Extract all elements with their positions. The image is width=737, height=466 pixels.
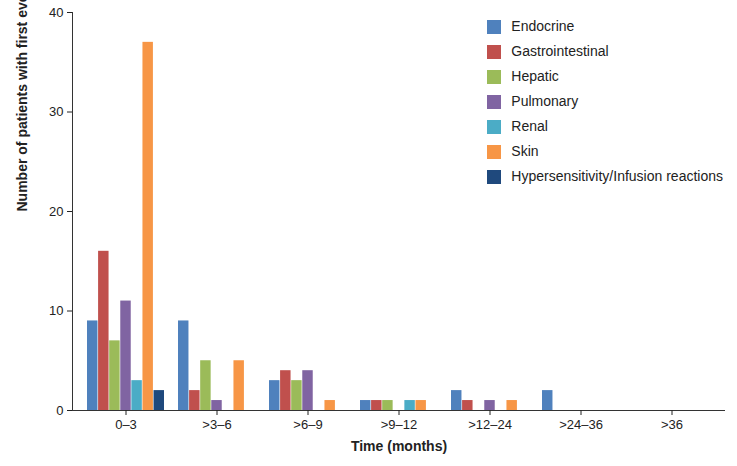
svg-text:>6–9: >6–9: [293, 417, 322, 432]
svg-text:>3–6: >3–6: [202, 417, 231, 432]
svg-text:>9–12: >9–12: [381, 417, 418, 432]
svg-text:10: 10: [49, 303, 63, 318]
html-text:Skin: Skin: [511, 143, 539, 159]
svg-text:Time (months): Time (months): [351, 438, 447, 454]
svg-text:>12–24: >12–24: [468, 417, 512, 432]
svg-text:40: 40: [49, 5, 63, 20]
svg-text:>24–36: >24–36: [559, 417, 603, 432]
html-text:Renal: Renal: [511, 118, 548, 134]
html-text:Gastrointestinal: Gastrointestinal: [511, 43, 609, 59]
svg-text:30: 30: [49, 104, 63, 119]
svg-text:Number of patients with first: Number of patients with first event in a…: [14, 0, 30, 212]
html-text:Endocrine: Endocrine: [511, 18, 575, 34]
html-text:Hepatic: Hepatic: [511, 68, 559, 84]
html-text:Hypersensitivity/Infusion reac: Hypersensitivity/Infusion reactions: [511, 168, 723, 184]
svg-text:0–3: 0–3: [115, 417, 137, 432]
svg-text:>36: >36: [661, 417, 683, 432]
svg-text:20: 20: [49, 204, 63, 219]
svg-text:0: 0: [56, 403, 63, 418]
html-text:Pulmonary: Pulmonary: [511, 93, 579, 109]
